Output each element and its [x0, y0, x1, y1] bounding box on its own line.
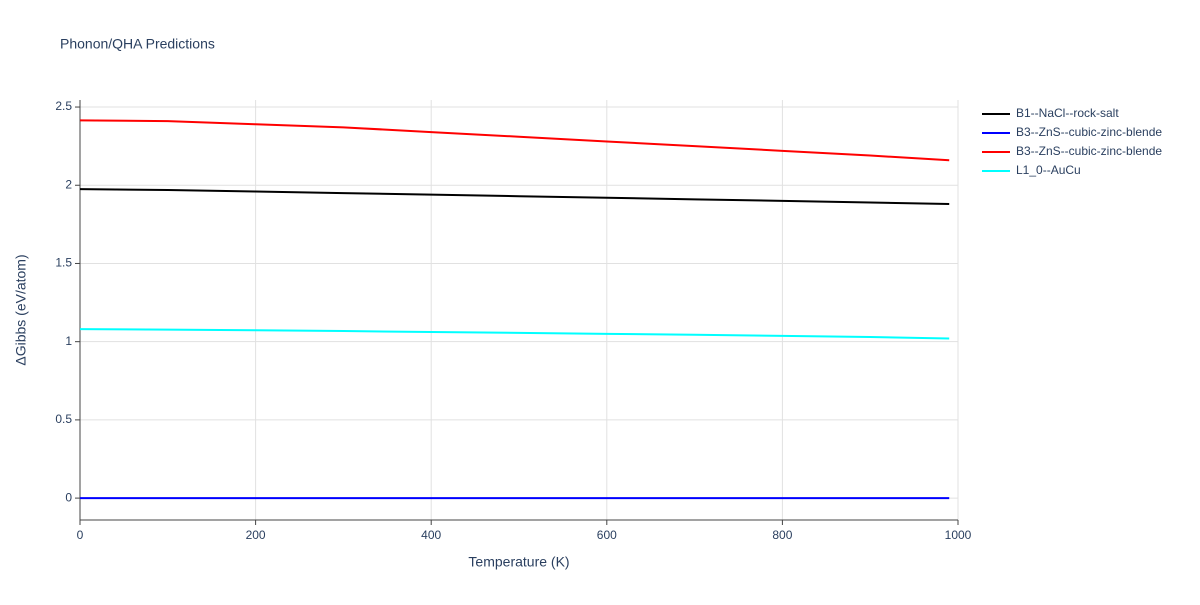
- legend-label: B3--ZnS--cubic-zinc-blende: [1016, 125, 1162, 139]
- x-tick-label: 600: [597, 528, 617, 542]
- legend-label: B1--NaCl--rock-salt: [1016, 106, 1119, 120]
- legend-label: L1_0--AuCu: [1016, 163, 1081, 177]
- y-axis-label: ΔGibbs (eV/atom): [13, 254, 29, 365]
- x-tick-label: 0: [77, 528, 84, 542]
- chart-title: Phonon/QHA Predictions: [60, 36, 215, 52]
- x-tick-label: 800: [772, 528, 792, 542]
- y-tick-label: 0.5: [55, 412, 72, 426]
- series-line: [79, 328, 950, 340]
- series-line: [79, 119, 950, 162]
- y-tick-label: 0: [65, 490, 72, 504]
- x-tick-label: 400: [421, 528, 441, 542]
- y-tick-label: 2.5: [55, 99, 72, 113]
- x-tick-label: 200: [246, 528, 266, 542]
- y-tick-label: 2: [65, 177, 72, 191]
- series-line: [79, 188, 950, 206]
- legend-label: B3--ZnS--cubic-zinc-blende: [1016, 144, 1162, 158]
- y-tick-label: 1: [65, 334, 72, 348]
- y-tick-label: 1.5: [55, 256, 72, 270]
- x-axis-label: Temperature (K): [468, 554, 569, 570]
- x-tick-label: 1000: [945, 528, 972, 542]
